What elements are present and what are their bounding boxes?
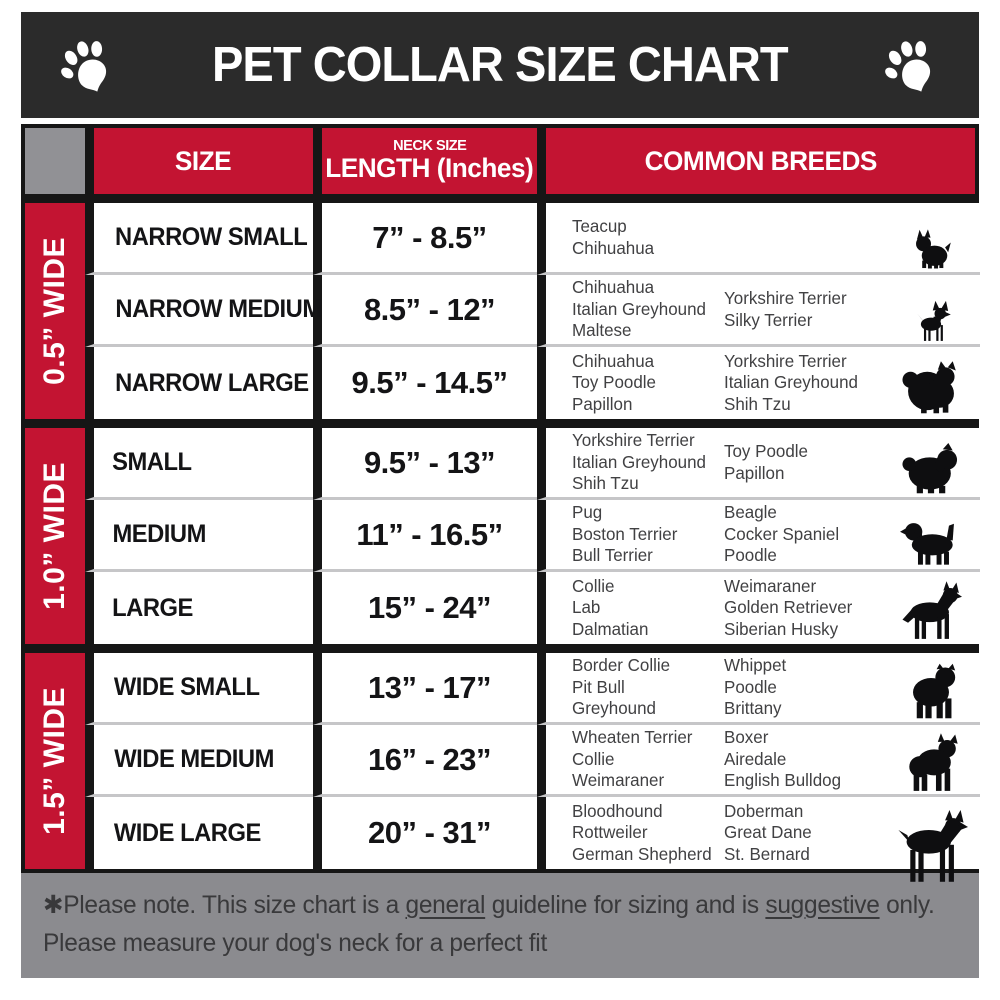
breeds-column-2: Doberman Great Dane St. Bernard: [724, 800, 812, 864]
breeds-column-1: Chihuahua Toy Poodle Papillon: [572, 350, 656, 414]
size-cell: SMALL: [85, 428, 313, 500]
beagle-icon: [894, 501, 968, 569]
size-cell: LARGE: [85, 572, 313, 644]
shih-tzu-icon: [894, 429, 968, 497]
footer-line-1: ✱Please note. This size chart is a gener…: [43, 891, 935, 919]
paw-print-icon: [881, 35, 943, 95]
breeds-column-2: Boxer Airedale English Bulldog: [724, 727, 842, 791]
length-cell: 9.5” - 14.5”: [313, 347, 537, 419]
size-header-label: SIZE: [175, 145, 232, 176]
breeds-column-2: Weimaraner Golden Retriever Siberian Hus…: [724, 575, 853, 639]
chihuahua-icon: [894, 276, 968, 344]
length-cell: 7” - 8.5”: [313, 203, 537, 275]
column-header-length: NECK SIZE LENGTH (Inches): [313, 128, 537, 194]
width-group-0-5: 0.5” WIDE NARROW SMALL 7” - 8.5” Teacup …: [25, 203, 980, 419]
breeds-column-2: Whippet Poodle Brittany: [724, 655, 787, 719]
breeds-cell: Pug Boston Terrier Bull Terrier Beagle C…: [537, 500, 980, 572]
column-header-breeds: COMMON BREEDS: [537, 128, 975, 194]
length-cell: 11” - 16.5”: [313, 500, 537, 572]
breeds-column-1: Pug Boston Terrier Bull Terrier: [572, 502, 678, 566]
size-cell: WIDE LARGE: [85, 797, 313, 869]
breeds-header-label: COMMON BREEDS: [644, 145, 877, 176]
breeds-column-1: Border Collie Pit Bull Greyhound: [572, 655, 671, 719]
corner-cell: [25, 128, 85, 194]
breeds-column-2: Yorkshire Terrier Silky Terrier: [724, 288, 847, 330]
size-cell: NARROW MEDIUM: [85, 275, 322, 347]
pit-bull-icon: [894, 654, 968, 722]
width-group-1-0: 1.0” WIDE SMALL 9.5” - 13” Yorkshire Ter…: [25, 428, 980, 644]
breeds-cell: Border Collie Pit Bull Greyhound Whippet…: [537, 653, 980, 725]
underlined-word: general: [405, 891, 486, 919]
length-cell: 13” - 17”: [313, 653, 537, 725]
breeds-column-1: Wheaten Terrier Collie Weimaraner: [572, 727, 693, 791]
breeds-cell: Wheaten Terrier Collie Weimaraner Boxer …: [537, 725, 980, 797]
breeds-column-1: Collie Lab Dalmatian: [572, 575, 649, 639]
boxer-icon: [894, 726, 968, 794]
size-cell: WIDE MEDIUM: [85, 725, 313, 797]
size-cell: MEDIUM: [85, 500, 313, 572]
paw-print-icon: [57, 35, 119, 95]
size-chart-table: SIZE NECK SIZE LENGTH (Inches) COMMON BR…: [21, 124, 980, 882]
table-header-row: SIZE NECK SIZE LENGTH (Inches) COMMON BR…: [25, 128, 975, 194]
breeds-cell: Chihuahua Italian Greyhound Maltese York…: [537, 275, 980, 347]
length-cell: 15” - 24”: [313, 572, 537, 644]
length-cell: 16” - 23”: [313, 725, 537, 797]
breeds-cell: Bloodhound Rottweiler German Shepherd Do…: [537, 797, 980, 882]
title-bar: PET COLLAR SIZE CHART: [21, 12, 979, 118]
shepherd-icon: [894, 574, 968, 642]
pomeranian-icon: [894, 349, 968, 417]
width-group-label-1-0: 1.0” WIDE: [25, 428, 85, 644]
width-group-1-5: 1.5” WIDE WIDE SMALL 13” - 17” Border Co…: [25, 653, 980, 882]
breeds-column-1: Bloodhound Rottweiler German Shepherd: [572, 800, 712, 864]
footer-line-2: Please measure your dog's neck for a per…: [43, 928, 547, 957]
length-header-label: LENGTH (Inches): [325, 153, 534, 184]
length-cell: 9.5” - 13”: [313, 428, 537, 500]
yorkshire-terrier-icon: [894, 204, 968, 272]
footer-note: ✱Please note. This size chart is a gener…: [21, 873, 979, 978]
underlined-word: suggestive: [765, 891, 880, 919]
breeds-cell: Yorkshire Terrier Italian Greyhound Shih…: [537, 428, 980, 500]
width-group-label-0-5: 0.5” WIDE: [25, 203, 85, 419]
breeds-column-2: Toy Poodle Papillon: [724, 441, 808, 483]
size-cell: NARROW SMALL: [85, 203, 313, 275]
page-title: PET COLLAR SIZE CHART: [212, 38, 789, 92]
length-cell: 8.5” - 12”: [313, 275, 537, 347]
pet-collar-size-chart: PET COLLAR SIZE CHART SIZE NECK SIZE LEN…: [21, 0, 980, 978]
length-cell: 20” - 31”: [313, 797, 537, 869]
breeds-cell: Chihuahua Toy Poodle Papillon Yorkshire …: [537, 347, 980, 419]
doberman-icon: [894, 799, 968, 882]
size-cell: WIDE SMALL: [85, 653, 313, 725]
column-header-size: SIZE: [85, 128, 313, 194]
size-cell: NARROW LARGE: [85, 347, 313, 419]
neck-size-label: NECK SIZE: [392, 136, 467, 154]
breeds-cell: Teacup Chihuahua: [537, 203, 980, 275]
width-group-label-1-5: 1.5” WIDE: [25, 653, 85, 869]
breeds-column-1: Teacup Chihuahua: [572, 216, 655, 258]
breeds-column-2: Beagle Cocker Spaniel Poodle: [724, 502, 840, 566]
breeds-column-1: Chihuahua Italian Greyhound Maltese: [572, 277, 707, 341]
breeds-column-2: Yorkshire Terrier Italian Greyhound Shih…: [724, 350, 859, 414]
breeds-cell: Collie Lab Dalmatian Weimaraner Golden R…: [537, 572, 980, 644]
breeds-column-1: Yorkshire Terrier Italian Greyhound Shih…: [572, 430, 707, 494]
